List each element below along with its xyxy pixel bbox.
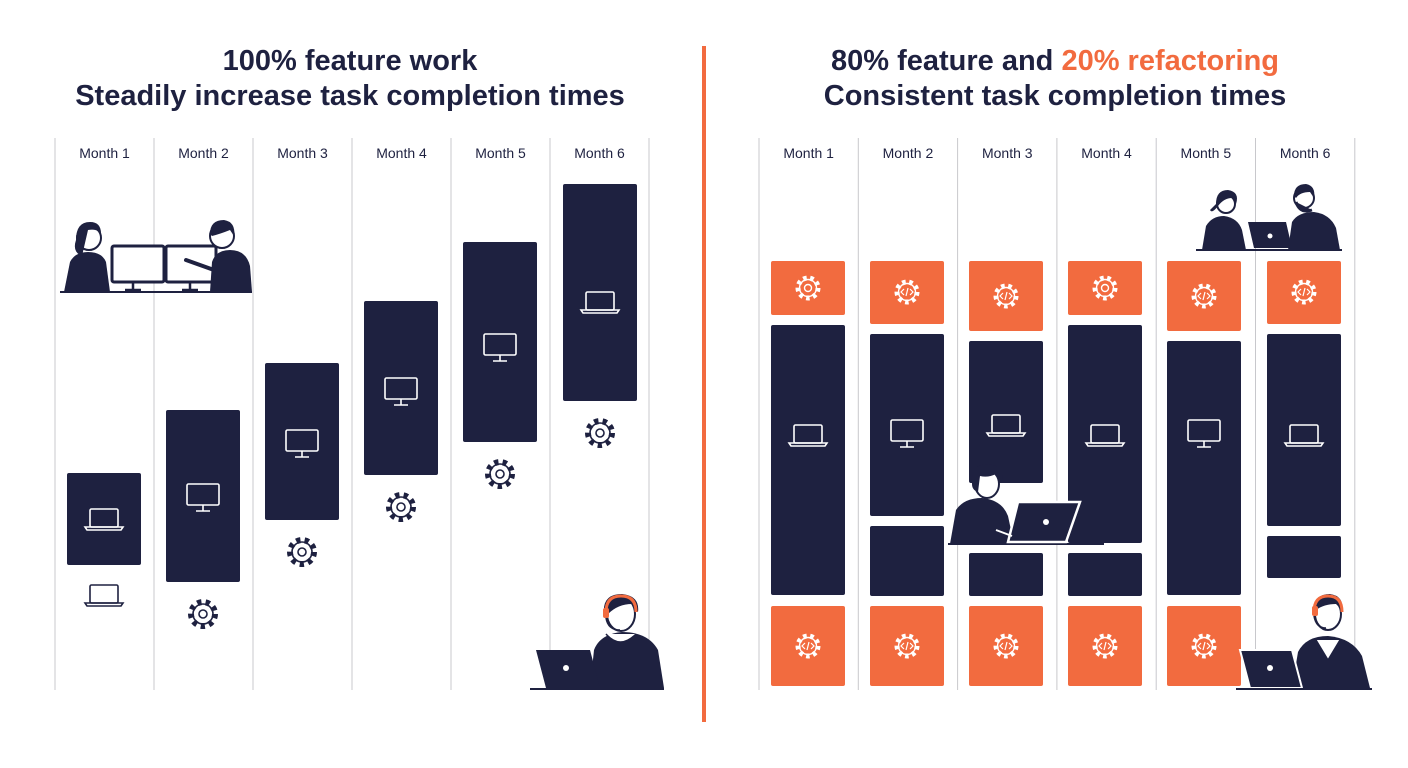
task-block-month-1: [771, 325, 845, 595]
refactor-block-top-month-4: [1068, 261, 1142, 315]
support-agent-illustration: [530, 594, 664, 690]
month-label: Month 4: [376, 145, 427, 161]
pair-programming-illustration: [1196, 184, 1342, 251]
laptop-icon: [83, 584, 125, 607]
task-block-small-month-4: [1068, 553, 1142, 596]
task-block-month-2: [166, 410, 240, 582]
month-label: Month 2: [178, 145, 229, 161]
month-label: Month 5: [1181, 145, 1232, 161]
laptop-icon: [985, 414, 1027, 437]
monitor-icon: [384, 377, 418, 406]
month-label: Month 2: [883, 145, 934, 161]
right-title-line1: 80% feature and 20% refactoring: [730, 44, 1380, 79]
monitor-icon: [483, 333, 517, 362]
month-label: Month 1: [79, 145, 130, 161]
task-block-month-5: [463, 242, 537, 442]
code-gear-icon: [1191, 283, 1217, 309]
task-block-month-3: [969, 341, 1043, 483]
month-label: Month 1: [783, 145, 834, 161]
task-block-month-6: [1267, 334, 1341, 526]
right-month-labels: Month 1 Month 2 Month 3 Month 4 Month 5 Month…: [783, 145, 1330, 161]
task-block-month-5: [1167, 341, 1241, 595]
code-gear-icon: [894, 279, 920, 305]
gear-icon: [188, 599, 218, 629]
month-label: Month 6: [574, 145, 625, 161]
right-title-line2: Consistent task completion times: [823, 80, 1287, 112]
task-block-month-2: [870, 334, 944, 516]
gear-icon: [795, 275, 821, 301]
task-block-small-month-3: [969, 553, 1043, 596]
left-month-labels: Month 1 Month 2 Month 3 Month 4 Month 5 Month…: [79, 145, 625, 161]
code-gear-icon: [894, 633, 920, 659]
monitor-icon: [890, 419, 924, 448]
month-label: Month 6: [1280, 145, 1331, 161]
task-block-month-4: [364, 301, 438, 475]
month-label: Month 3: [277, 145, 328, 161]
right-title-accent: 20% refactoring: [1061, 45, 1280, 77]
laptop-icon: [83, 508, 125, 531]
code-gear-icon: [795, 633, 821, 659]
task-block-month-1: [67, 473, 141, 565]
code-gear-icon: [1191, 633, 1217, 659]
month-label: Month 4: [1081, 145, 1132, 161]
task-block-small-month-6: [1267, 536, 1341, 578]
gear-icon: [1092, 275, 1118, 301]
refactor-block-top-month-1: [771, 261, 845, 315]
panel-divider: [702, 46, 706, 722]
code-gear-icon: [1291, 279, 1317, 305]
two-developers-illustration: [60, 220, 252, 293]
gear-icon: [485, 459, 515, 489]
support-agent-illustration: [1236, 594, 1372, 690]
right-grid: [758, 138, 1356, 690]
laptop-icon: [1283, 424, 1325, 447]
month-label: Month 5: [475, 145, 526, 161]
left-title-line1: 100% feature work: [222, 45, 478, 77]
laptop-icon: [787, 424, 829, 447]
code-gear-icon: [993, 283, 1019, 309]
right-title-prefix: 80% feature and: [830, 45, 1062, 77]
monitor-icon: [285, 429, 319, 458]
task-block-month-4: [1068, 325, 1142, 543]
right-panel-title: 80% feature and 20% refactoring Consiste…: [730, 44, 1380, 114]
monitor-icon: [1187, 419, 1221, 448]
gear-icon: [386, 492, 416, 522]
task-block-small-month-2: [870, 526, 944, 596]
code-gear-icon: [1092, 633, 1118, 659]
left-panel-title: 100% feature work Steadily increase task…: [30, 44, 670, 114]
gear-icon: [287, 537, 317, 567]
gear-icon: [585, 418, 615, 448]
laptop-icon: [579, 291, 621, 314]
code-gear-icon: [993, 633, 1019, 659]
task-block-month-3: [265, 363, 339, 520]
developer-laptop-illustration: [948, 464, 1104, 545]
laptop-icon: [1084, 424, 1126, 447]
month-label: Month 3: [982, 145, 1033, 161]
left-title-line2: Steadily increase task completion times: [75, 80, 625, 112]
monitor-icon: [186, 483, 220, 512]
left-grid: [54, 138, 650, 690]
